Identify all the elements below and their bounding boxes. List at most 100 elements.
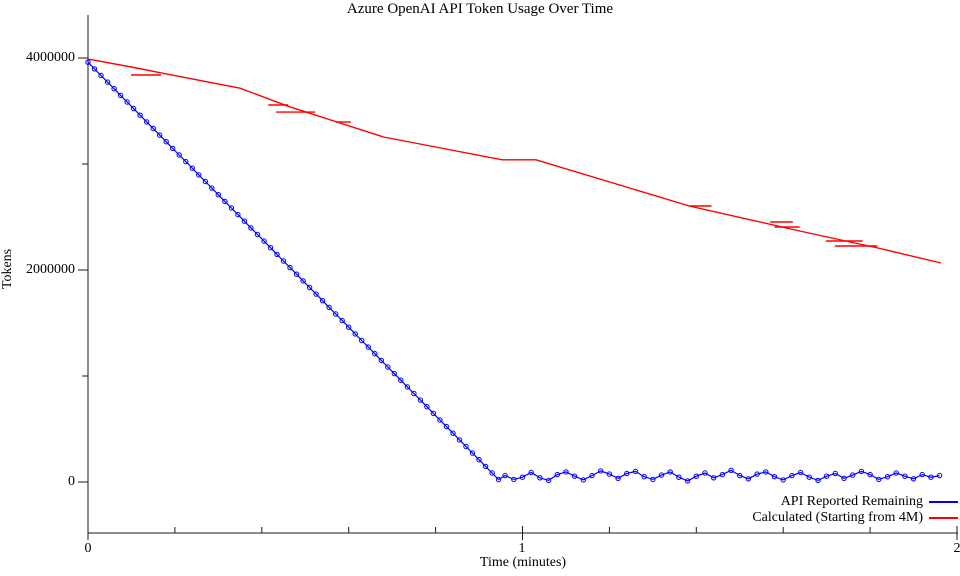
api-reported-marker	[632, 468, 639, 475]
api-reported-marker	[902, 473, 908, 479]
api-reported-marker	[780, 477, 786, 483]
y-tick-label-0: 0	[68, 474, 75, 489]
api-reported-marker	[359, 337, 365, 344]
api-reported-marker	[797, 469, 804, 476]
api-reported-marker	[650, 476, 656, 483]
api-reported-marker	[495, 476, 502, 483]
api-reported-marker	[456, 437, 463, 443]
api-reported-marker	[728, 467, 734, 473]
api-reported-marker	[563, 469, 569, 475]
api-reported-marker	[676, 474, 682, 480]
api-reported-marker	[346, 324, 352, 330]
api-reported-marker	[719, 471, 726, 478]
api-reported-marker	[267, 245, 274, 251]
api-reported-marker	[571, 473, 578, 479]
api-reported-marker	[202, 178, 209, 185]
api-reported-marker	[832, 470, 838, 477]
api-reported-marker	[391, 370, 397, 377]
api-reported-marker	[144, 119, 150, 125]
api-reported-marker	[763, 469, 769, 475]
api-reported-marker	[287, 264, 293, 271]
legend-line-blue	[929, 501, 958, 503]
api-reported-marker	[876, 476, 882, 483]
api-reported-marker	[469, 450, 476, 456]
api-reported-marker	[417, 397, 424, 403]
x-tick-label-0: 0	[84, 541, 92, 556]
api-reported-marker	[306, 284, 313, 291]
api-reported-line	[87, 61, 940, 482]
api-reported-marker	[789, 472, 795, 479]
api-reported-marker	[867, 471, 873, 478]
api-reported-marker	[248, 225, 254, 231]
api-reported-marker	[463, 443, 469, 450]
api-reported-marker	[737, 472, 743, 479]
api-reported-marker	[615, 475, 621, 481]
api-reported-marker	[482, 463, 489, 470]
api-reported-marker	[858, 468, 865, 475]
api-reported-marker	[430, 410, 437, 417]
api-reported-marker	[104, 79, 111, 85]
api-reported-marker	[404, 384, 411, 390]
api-reported-marker	[117, 92, 124, 99]
api-reported-marker	[91, 66, 98, 72]
api-reported-marker	[502, 472, 508, 479]
api-reported-marker	[137, 112, 143, 118]
api-reported-marker	[443, 423, 450, 430]
api-reported-marker	[684, 478, 691, 484]
x-axis-title: Time (minutes)	[479, 555, 567, 570]
api-reported-marker	[537, 475, 543, 481]
api-reported-marker	[98, 72, 104, 79]
api-reported-marker	[806, 474, 812, 480]
api-reported-marker	[528, 469, 534, 476]
api-reported-marker	[235, 211, 241, 218]
api-reported-marker	[385, 364, 391, 370]
api-reported-marker	[919, 471, 925, 478]
api-reported-marker	[598, 468, 604, 474]
api-reported-marker	[702, 470, 708, 476]
api-reported-marker	[352, 331, 358, 337]
api-reported-marker	[936, 472, 943, 479]
legend-item-api-reported: API Reported Remaining	[752, 494, 958, 510]
api-reported-marker	[196, 172, 202, 178]
api-reported-marker	[339, 317, 345, 324]
api-reported-marker	[580, 477, 586, 483]
api-reported-marker	[893, 470, 899, 476]
api-reported-marker	[365, 344, 371, 350]
api-reported-marker	[545, 477, 552, 484]
api-reported-marker	[222, 198, 228, 205]
api-reported-marker	[293, 271, 300, 277]
api-reported-marker	[693, 473, 699, 479]
api-reported-marker	[815, 477, 821, 484]
api-reported-marker	[745, 476, 752, 482]
api-reported-marker	[511, 476, 517, 483]
api-reported-marker	[183, 158, 189, 165]
axis-border	[87, 15, 958, 534]
api-reported-marker	[85, 59, 91, 65]
api-reported-marker	[841, 475, 847, 481]
calculated-line	[87, 58, 942, 264]
api-reported-marker	[850, 472, 856, 478]
api-reported-marker	[189, 165, 196, 171]
api-reported-marker	[319, 298, 326, 304]
api-reported-marker	[437, 417, 443, 423]
api-reported-marker	[771, 474, 778, 480]
api-reported-marker	[372, 351, 378, 357]
api-reported-marker	[157, 132, 163, 138]
api-reported-marker	[424, 404, 430, 410]
legend: API Reported Remaining Calculated (Start…	[752, 494, 958, 526]
api-reported-marker	[411, 390, 417, 397]
api-reported-marker	[667, 469, 673, 475]
api-reported-marker	[241, 218, 248, 224]
api-reported-marker	[124, 99, 130, 105]
legend-label-calculated: Calculated (Starting from 4M)	[752, 510, 923, 525]
api-reported-marker	[228, 205, 235, 211]
api-reported-marker	[280, 258, 287, 264]
api-reported-marker	[489, 470, 495, 476]
api-reported-marker	[333, 311, 339, 317]
api-reported-marker	[261, 238, 267, 244]
api-reported-marker	[130, 105, 137, 112]
api-reported-marker	[658, 472, 665, 478]
api-reported-marker	[641, 474, 647, 480]
